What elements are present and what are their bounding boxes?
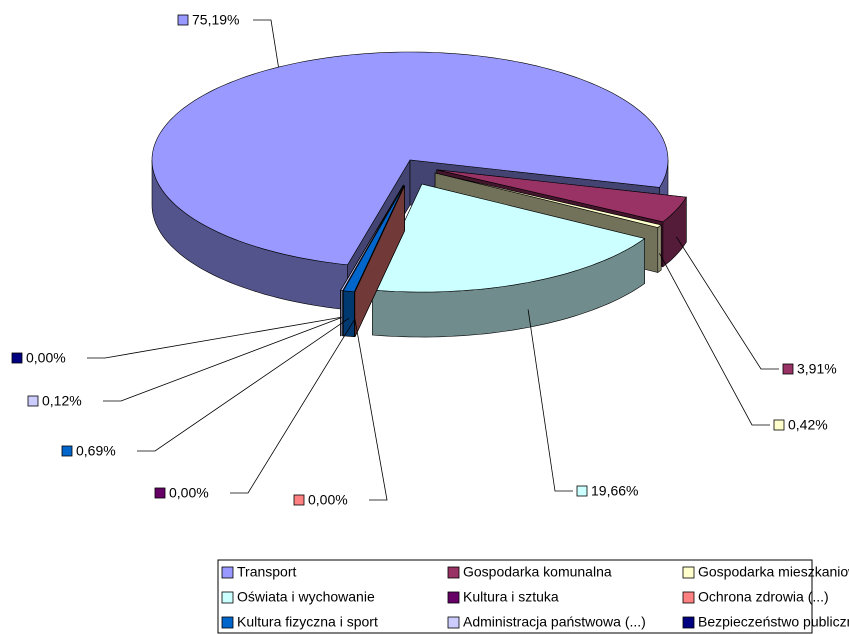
legend-label: Kultura fizyczna i sport [237,614,378,630]
label-swatch [61,445,73,457]
legend-swatch [221,566,234,579]
label-swatch [576,485,588,497]
data-label: 0,42% [788,417,828,433]
legend-label: Ochrona zdrowia (...) [698,589,829,605]
legend-swatch [682,591,695,604]
legend-swatch [682,616,695,629]
legend-label: Bezpieczeństwo publiczne [698,614,849,630]
slice [354,185,405,338]
legend-label: Administracja państwowa (...) [463,614,646,630]
slice-top [436,169,687,223]
slice-top [435,172,662,228]
label-swatch [11,352,23,364]
slice [371,183,646,338]
slice-top [340,185,404,291]
leader-line [253,19,279,68]
slice-top [371,183,646,293]
slice-top [354,185,405,293]
leader-line [230,318,356,494]
leader-line [137,317,350,452]
legend-label: Transport [237,564,297,580]
pie [151,51,687,338]
legend-swatch [682,566,695,579]
leader-line [354,318,388,501]
leader-line [87,317,341,359]
leader-line [527,309,573,492]
legend-label: Kultura i sztuka [463,589,559,605]
legend-swatch [221,616,234,629]
leader-line [659,253,770,426]
slice-side [340,290,343,336]
label-swatch [27,395,39,407]
data-label: 19,66% [591,483,638,499]
legend-label: Gospodarka mieszkaniowa (...) [698,564,849,580]
legend-box [217,559,813,634]
legend-swatch [447,566,460,579]
legend-label: Gospodarka komunalna [463,564,612,580]
slice-side [342,290,355,338]
label-swatch [154,487,166,499]
legend-swatch [221,591,234,604]
data-label: 0,00% [26,350,66,366]
label-swatch [293,494,305,506]
label-swatch [177,14,189,26]
data-label: 0,00% [169,485,209,501]
data-label: 0,00% [308,492,348,508]
slice-top [342,185,405,293]
leader-line [103,317,342,402]
data-label: 3,91% [797,361,837,377]
slice-side [657,224,662,274]
legend-label: Oświata i wychowanie [237,589,375,605]
data-label: 0,69% [76,443,116,459]
leader-line [676,236,779,370]
label-swatch [773,419,785,431]
legend-swatch [447,591,460,604]
label-swatch [782,363,794,375]
data-label: 75,19% [192,12,239,28]
data-label: 0,12% [42,393,82,409]
legend-swatch [447,616,460,629]
